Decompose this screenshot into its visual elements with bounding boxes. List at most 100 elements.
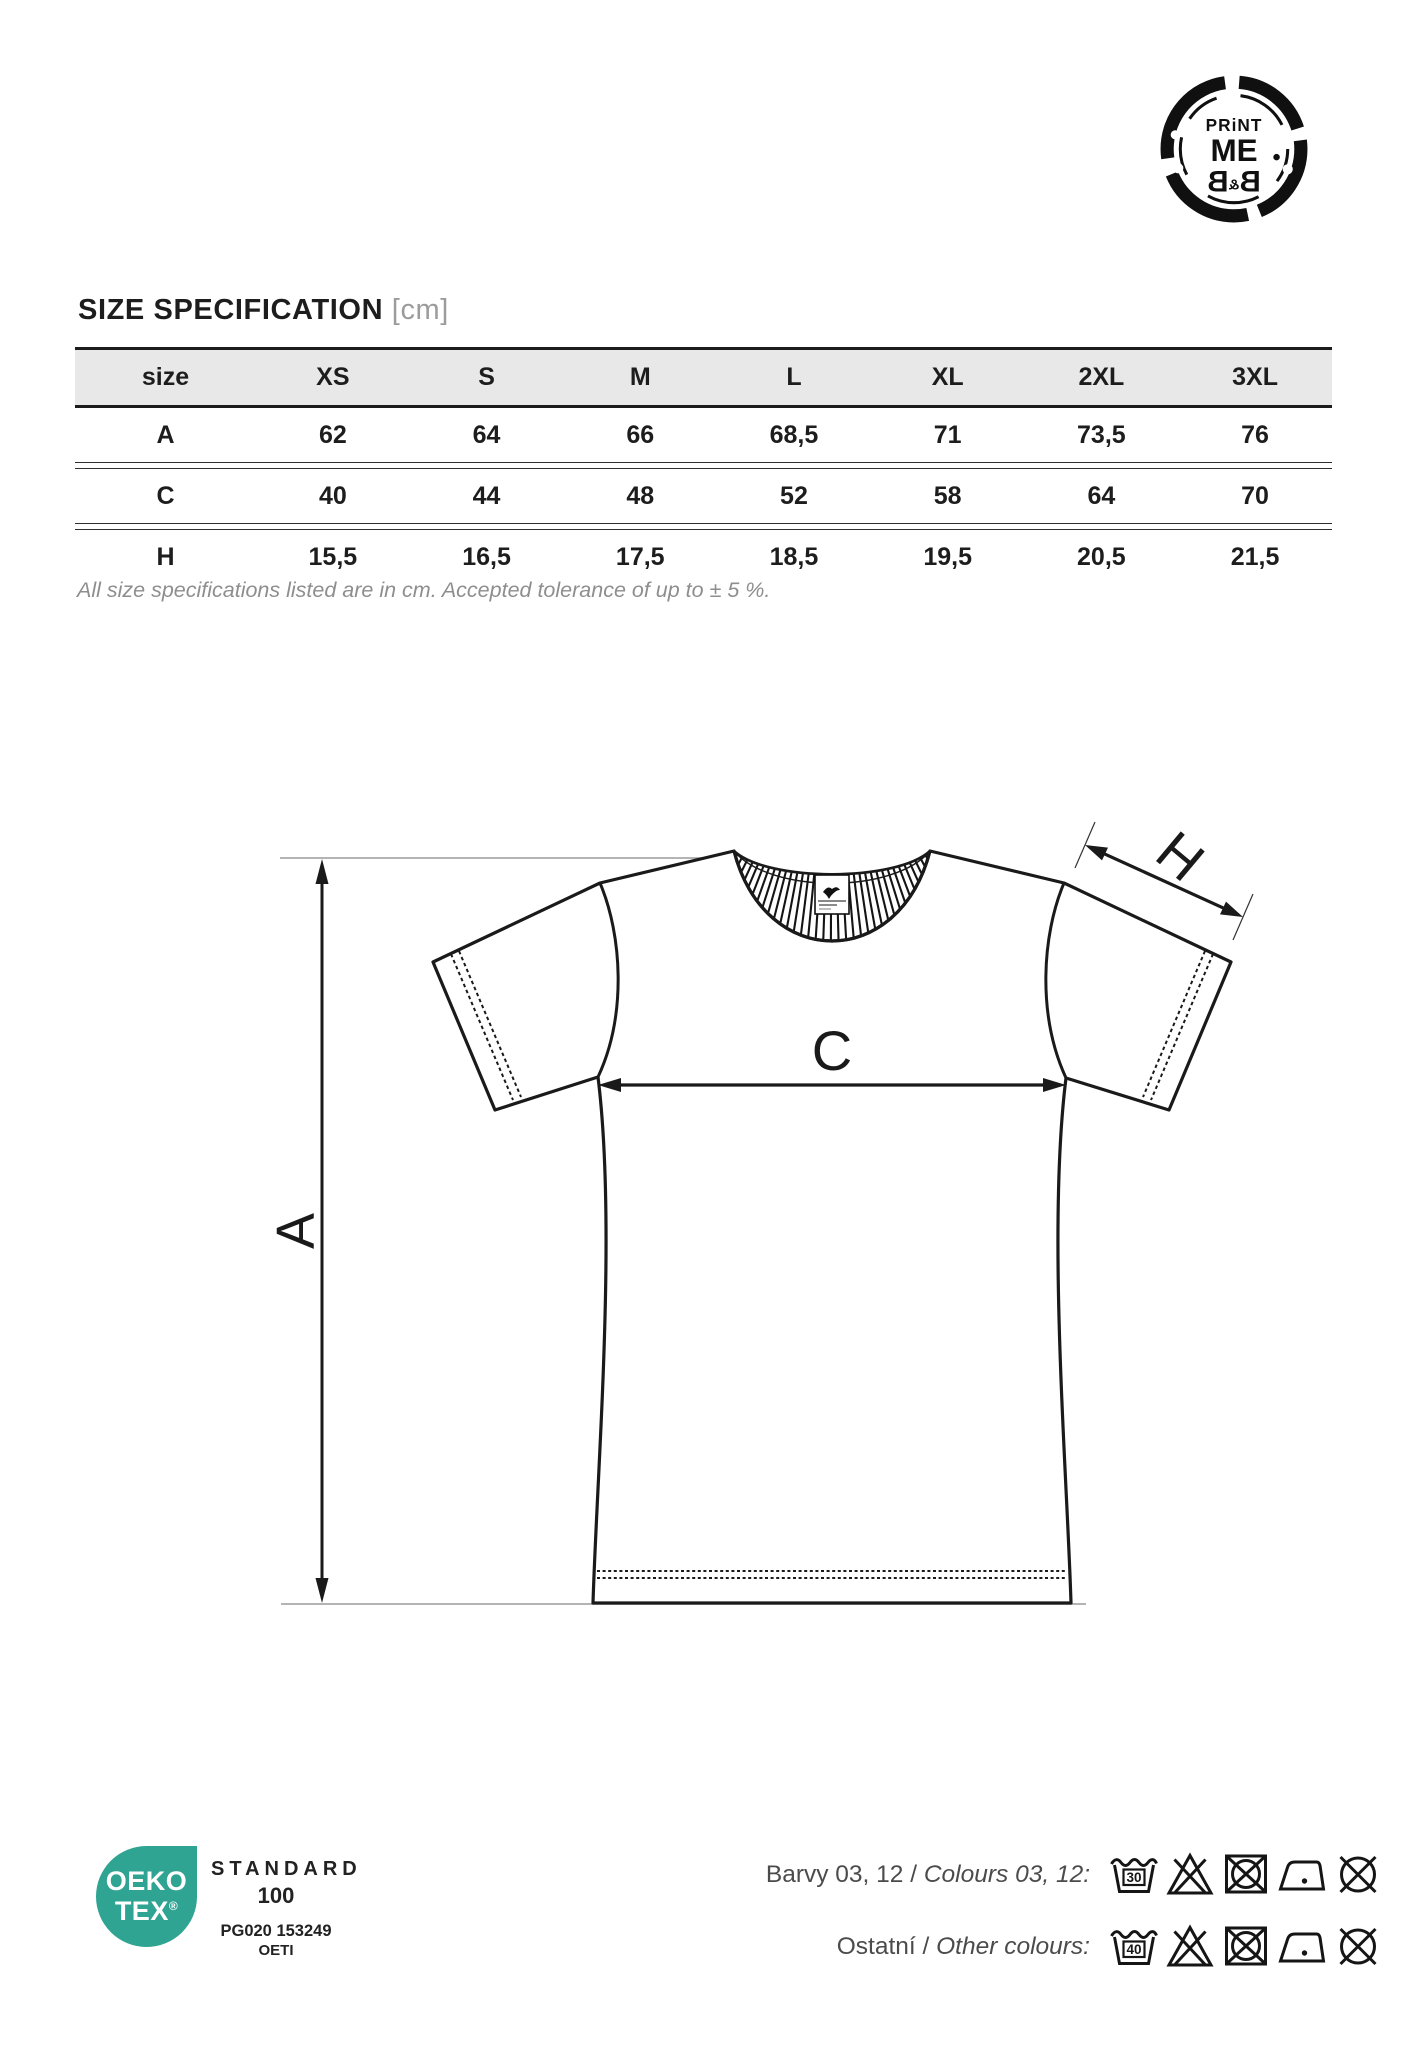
col-header-2xl: 2XL <box>1078 363 1125 391</box>
table-row-H: H 15,5 16,5 17,5 18,5 19,5 20,5 21,5 <box>75 530 1332 584</box>
do-not-tumble-dry-icon <box>1225 1926 1267 1966</box>
cell-value: 66 <box>626 420 655 449</box>
do-not-bleach-icon <box>1166 1852 1214 1895</box>
svg-text:B&B: B&B <box>1207 166 1260 199</box>
arrowhead-left <box>1085 845 1108 861</box>
stamp-dot <box>1173 163 1184 174</box>
wash-temp-value: 30 <box>1126 1870 1141 1885</box>
stamp-dot <box>1273 153 1280 161</box>
sleeve-stitch-lines <box>450 950 1214 1101</box>
care-label-en: Colours 03, 12: <box>923 1861 1090 1888</box>
cell-value: 70 <box>1241 481 1269 510</box>
cell-value: 40 <box>318 481 347 510</box>
table-row-A: A 62 64 66 68,5 71 73,5 76 <box>75 408 1332 462</box>
care-row-label: Barvy 03, 12 / Colours 03, 12: <box>735 1861 1090 1889</box>
care-row-colours-03-12: Barvy 03, 12 / Colours 03, 12: 30 <box>735 1849 1382 1901</box>
care-label-en: Other colours: <box>936 1933 1090 1960</box>
row-divider <box>75 523 1332 530</box>
col-header-s: S <box>478 363 495 391</box>
cell-value: 64 <box>1087 481 1116 510</box>
registered-mark: ® <box>168 1898 179 1913</box>
col-header-3xl: 3XL <box>1232 363 1278 391</box>
oeko-tex-details: STANDARD 100 PG020 153249 OETI <box>211 1846 362 1959</box>
care-icons: 30 <box>1110 1852 1382 1898</box>
do-not-tumble-dry-icon <box>1225 1854 1267 1894</box>
arrowhead-right <box>1220 901 1243 917</box>
oeko-tex-logo: OEKO TEX® <box>96 1846 197 1947</box>
care-row-label: Ostatní / Other colours: <box>735 1933 1090 1961</box>
col-header-xl: XL <box>931 363 964 391</box>
wash-tub-icon: 30 <box>1110 1858 1158 1893</box>
col-header-m: M <box>629 363 651 391</box>
oeko-standard-label: STANDARD <box>211 1858 362 1880</box>
tolerance-note: All size specifications listed are in cm… <box>77 578 771 602</box>
arrowhead-left <box>598 1078 621 1092</box>
tshirt-outline <box>431 849 1233 1605</box>
cell-value: 21,5 <box>1230 542 1280 571</box>
brand-stamp-logo: PRiNT ME B&B <box>1160 75 1308 223</box>
row-divider <box>75 462 1332 469</box>
cell-value: 20,5 <box>1077 542 1126 571</box>
arrowhead-down <box>315 1578 329 1603</box>
stamp-line3-mirrored: B&B <box>1207 166 1260 199</box>
stamp-line2: ME <box>1210 133 1257 168</box>
armhole-seam-left <box>596 882 620 1078</box>
stamp-outer-ring <box>1160 75 1308 223</box>
oeko-line2: TEX® <box>114 1895 179 1926</box>
stamp-inner-ring <box>1178 93 1290 205</box>
care-label-cs: Barvy 03, 12 / <box>765 1861 924 1888</box>
stamp-dot <box>1282 164 1293 175</box>
cell-value: 15,5 <box>308 542 358 571</box>
cell-value: 48 <box>626 481 655 510</box>
wash-temp-value: 40 <box>1126 1942 1141 1957</box>
care-label-cs: Ostatní / <box>836 1933 937 1960</box>
collar-outer-curve <box>732 850 932 943</box>
oeko-institute: OETI <box>258 1942 294 1959</box>
oeko-standard-number: 100 <box>257 1883 295 1908</box>
cell-value: 62 <box>318 420 347 449</box>
oeko-tex-certification: OEKO TEX® STANDARD 100 PG020 153249 OETI <box>96 1846 362 1959</box>
row-label: H <box>156 542 175 571</box>
care-row-other-colours: Ostatní / Other colours: 40 <box>735 1921 1382 1973</box>
cell-value: 76 <box>1241 420 1269 449</box>
care-icons: 40 <box>1110 1924 1382 1970</box>
page-title-unit: [cm] <box>391 294 449 326</box>
cell-value: 44 <box>472 481 501 510</box>
dimension-A: A <box>266 859 329 1603</box>
cell-value: 52 <box>780 481 808 510</box>
cell-value: 18,5 <box>769 542 819 571</box>
size-table: size XS S M L XL 2XL 3XL A 62 64 66 68,5… <box>75 347 1332 584</box>
cell-value: 19,5 <box>923 542 972 571</box>
stamp-dot <box>1286 131 1296 141</box>
collar-inner-curve <box>733 850 931 876</box>
cell-value: 73,5 <box>1077 420 1126 449</box>
wash-tub-icon: 40 <box>1110 1930 1158 1965</box>
table-row-C: C 40 44 48 52 58 64 70 <box>75 469 1332 523</box>
cell-value: 17,5 <box>615 542 665 571</box>
neck-label <box>814 874 850 915</box>
bird-logo-icon <box>823 887 840 899</box>
dimension-label-A: A <box>266 1213 326 1249</box>
col-header-size: size <box>141 363 190 391</box>
do-not-dry-clean-icon <box>1339 1927 1377 1966</box>
do-not-dry-clean-icon <box>1339 1855 1377 1894</box>
dimension-C: C <box>598 1019 1066 1092</box>
armhole-seam-right <box>1044 882 1068 1079</box>
iron-one-dot-icon <box>1278 1860 1326 1891</box>
stamp-line1: PRiNT <box>1206 115 1263 135</box>
cell-value: 58 <box>933 481 962 510</box>
col-header-l: L <box>786 363 802 391</box>
page-title-text: SIZE SPECIFICATION <box>78 294 384 326</box>
col-header-xs: XS <box>316 363 350 391</box>
cell-value: 64 <box>472 420 501 449</box>
cell-value: 68,5 <box>769 420 819 449</box>
dimension-label-H: H <box>1145 819 1216 893</box>
page-title: SIZE SPECIFICATION [cm] <box>78 294 449 327</box>
cell-value: 16,5 <box>462 542 511 571</box>
row-label: C <box>156 481 175 510</box>
arrowhead-up <box>315 859 329 884</box>
oeko-cert-id: PG020 153249 <box>220 1922 332 1940</box>
arrowhead-right <box>1043 1078 1066 1092</box>
